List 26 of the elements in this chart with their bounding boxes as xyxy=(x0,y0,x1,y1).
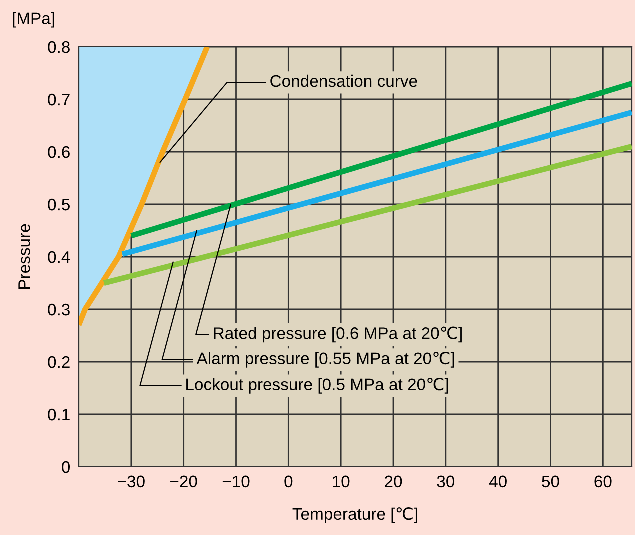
x-tick-label: 30 xyxy=(437,476,455,488)
annotation: Rated pressure [0.6 MPa at 20℃] xyxy=(214,326,462,343)
x-tick-label: −10 xyxy=(222,476,250,488)
x-tick-label: 40 xyxy=(489,476,507,488)
y-axis-title: Pressure xyxy=(18,224,30,289)
y-tick-label: 0.5 xyxy=(48,198,70,211)
annotation: Lockout pressure [0.5 MPa at 20℃] xyxy=(186,378,448,394)
x-tick-label: −30 xyxy=(118,476,145,488)
x-tick-label: 50 xyxy=(542,476,560,488)
text: [MPa] xyxy=(13,12,54,28)
y-tick-label: 0.8 xyxy=(48,41,70,54)
annotation: Alarm pressure [0.55 MPa at 20℃] xyxy=(196,352,454,368)
x-tick-label: 0 xyxy=(284,476,293,488)
y-tick-label: 0.2 xyxy=(48,356,70,368)
x-tick-label: 20 xyxy=(385,476,402,488)
annotation: Condensation curve xyxy=(270,74,418,88)
x-tick-label: 60 xyxy=(594,476,612,488)
y-tick-label: 0.3 xyxy=(48,304,70,316)
x-axis-title: Temperature [℃] xyxy=(292,508,418,524)
x-tick-label: 10 xyxy=(333,476,350,488)
y-tick-label: 0 xyxy=(62,461,70,474)
x-tick-label: −20 xyxy=(170,476,198,488)
y-tick-label: 0.1 xyxy=(48,408,70,421)
y-tick-label: 0.4 xyxy=(48,251,70,264)
y-tick-label: 0.6 xyxy=(48,146,70,158)
y-tick-label: 0.7 xyxy=(48,94,70,106)
